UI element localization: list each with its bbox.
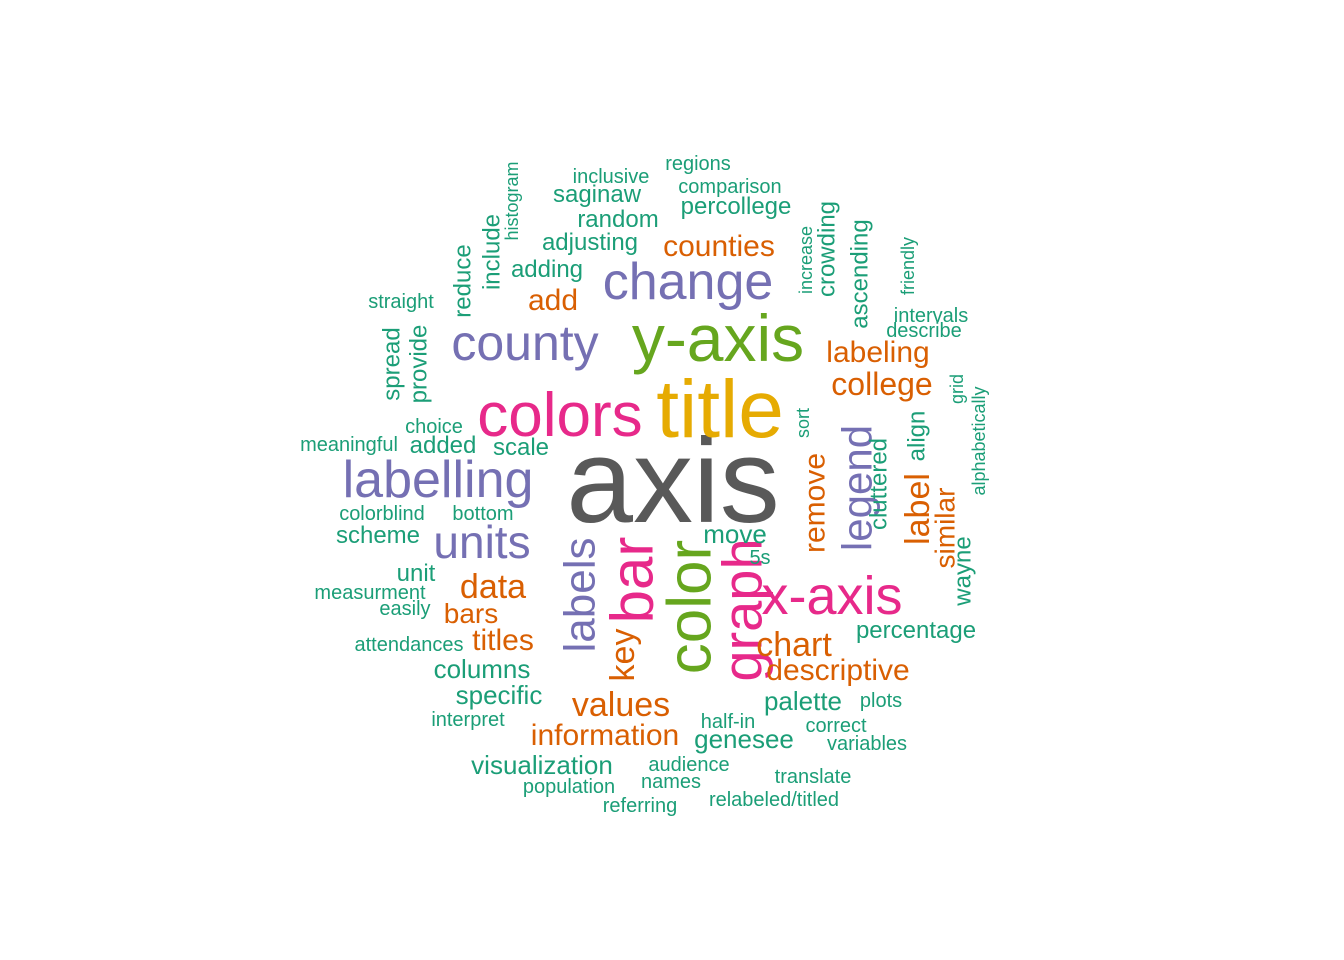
word-county: county [451,315,598,371]
word-attendances: attendances [355,634,464,656]
word-friendly: friendly [898,237,918,295]
word-ascending: ascending [847,219,874,328]
word-reduce: reduce [450,244,477,317]
word-straight: straight [368,291,434,313]
word-names: names [641,771,701,793]
word-labeling: labeling [826,336,929,369]
word-increase: increase [796,226,816,294]
word-population: population [523,776,615,798]
word-adding: adding [511,256,583,283]
word-add: add [528,284,578,317]
word-y-axis: y-axis [632,301,804,375]
word-translate: translate [775,766,852,788]
word-x-axis: x-axis [761,566,902,626]
word-added: added [410,432,477,459]
word-half-in: half-in [701,711,755,733]
word-unit: unit [397,560,436,587]
word-values: values [572,686,670,724]
word-specific: specific [456,680,543,710]
word-bars: bars [444,598,498,629]
word-meaningful: meaningful [300,434,398,456]
word-scale: scale [493,434,549,461]
word-palette: palette [764,686,842,716]
word-alphabetically: alphabetically [969,386,989,495]
word-correct: correct [805,715,867,737]
word-provide: provide [406,325,433,404]
word-bar: bar [599,537,666,624]
word-title: title [656,364,784,455]
word-data: data [460,568,526,606]
word-plots: plots [860,690,902,712]
word-referring: referring [603,795,677,817]
word-descriptive: descriptive [766,654,909,687]
word-legend: legend [834,425,881,551]
word-audience: audience [648,754,729,776]
word-move: move [703,519,767,549]
word-counties: counties [663,230,775,263]
word-bottom: bottom [452,503,513,525]
word-spread: spread [379,327,406,400]
word-intervals: intervals [894,305,968,327]
word-similar: similar [930,488,961,569]
word-genesee: genesee [694,724,794,754]
word-college: college [831,366,932,402]
word-measurment: measurment [314,582,426,604]
word-grid: grid [947,374,967,404]
word-variables: variables [827,733,907,755]
word-columns: columns [434,654,531,684]
word-random: random [577,206,658,233]
word-sort: sort [793,408,813,438]
word-easily: easily [379,598,430,620]
word-key: key [604,629,642,682]
word-color: color [656,540,725,674]
word-chart: chart [756,626,832,664]
word-inclusive: inclusive [573,166,650,188]
word-5s: 5s [749,547,770,569]
word-colors: colors [477,381,642,450]
word-percentage: percentage [856,617,976,644]
word-cluttered: cluttered [866,438,893,530]
word-include: include [479,214,506,290]
word-labelling: labelling [343,451,534,509]
word-information: information [531,719,679,752]
word-wayne: wayne [950,536,977,606]
word-describe: describe [886,320,962,342]
word-colorblind: colorblind [339,503,425,525]
word-histogram: histogram [502,161,522,240]
word-titles: titles [472,624,534,657]
word-units: units [433,516,530,568]
word-percollege: percollege [681,193,792,220]
word-adjusting: adjusting [542,229,638,256]
word-saginaw: saginaw [553,181,642,208]
word-interpret: interpret [431,709,505,731]
word-axis: axis [566,414,779,548]
word-relabeled-titled: relabeled/titled [709,789,839,811]
word-crowding: crowding [814,201,841,297]
word-align: align [904,411,931,462]
word-comparison: comparison [678,176,781,198]
word-remove: remove [799,453,832,553]
word-graph: graph [711,538,774,681]
word-scheme: scheme [336,522,420,549]
word-change: change [603,253,774,311]
word-choice: choice [405,416,463,438]
word-visualization: visualization [471,750,613,780]
word-label: label [899,473,937,545]
word-labels: labels [556,538,605,653]
word-regions: regions [665,153,731,175]
